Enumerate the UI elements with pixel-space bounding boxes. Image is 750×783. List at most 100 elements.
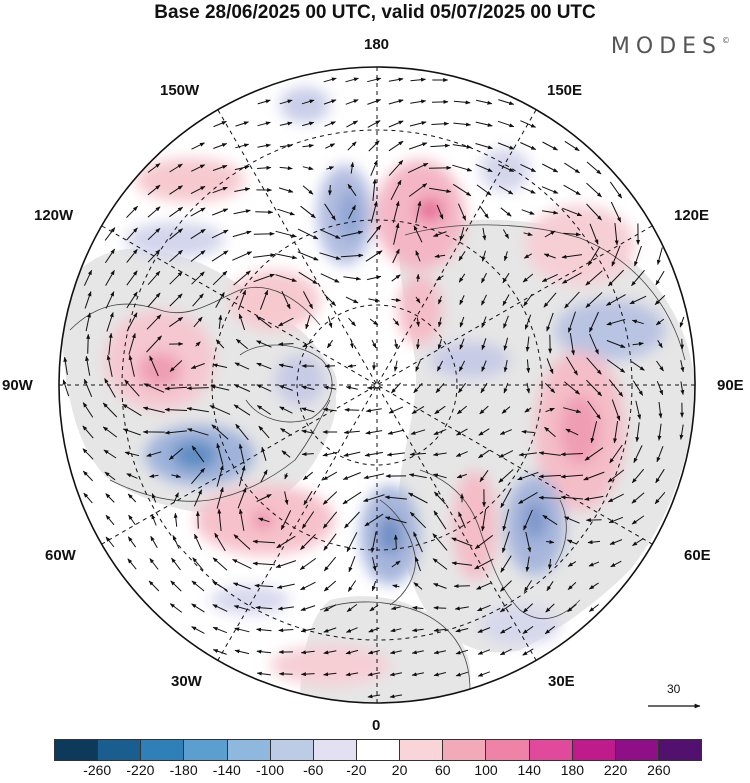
wind-vector xyxy=(148,580,160,592)
wind-vector xyxy=(279,166,293,171)
wind-vector xyxy=(348,556,356,573)
wind-vector xyxy=(388,160,404,176)
wind-vector xyxy=(191,603,205,613)
wind-vector xyxy=(437,317,442,328)
wind-vector xyxy=(502,272,510,284)
wind-vector xyxy=(656,446,664,463)
wind-vector xyxy=(367,99,382,105)
wind-vector xyxy=(411,405,425,415)
wind-vector xyxy=(503,360,508,373)
wind-vector xyxy=(327,316,333,329)
wind-vector xyxy=(217,508,222,531)
wind-vector xyxy=(169,293,183,307)
wind-vector xyxy=(477,604,491,612)
wind-vector xyxy=(216,442,224,465)
wind-vector xyxy=(279,143,293,148)
wind-vector xyxy=(415,250,421,262)
wind-vector xyxy=(610,560,622,568)
wind-vector xyxy=(63,356,68,375)
wind-vector xyxy=(436,204,444,220)
wind-vector xyxy=(546,581,554,592)
wind-vector xyxy=(480,382,488,394)
wind-vector xyxy=(394,339,398,350)
wind-vector xyxy=(481,272,487,284)
wind-vector xyxy=(323,580,337,592)
wind-vector xyxy=(126,227,138,241)
wind-vector xyxy=(191,445,205,463)
wind-vector xyxy=(392,584,400,589)
wind-vector xyxy=(631,515,645,525)
wind-vector xyxy=(631,319,644,325)
wind-vector xyxy=(410,99,427,104)
wind-vector xyxy=(389,650,402,655)
wind-vector xyxy=(85,355,91,376)
wind-vector xyxy=(391,560,401,568)
wind-vector xyxy=(342,472,361,480)
wind-vector xyxy=(234,649,250,655)
wind-vector xyxy=(388,406,404,414)
colorbar-ticks: -260 -220 -180 -140 -100 -60 -20 20 60 100 140 180 2… xyxy=(54,762,702,782)
wind-vector xyxy=(415,360,421,372)
wind-vector xyxy=(190,185,206,195)
wind-vector xyxy=(546,312,554,332)
wind-vector xyxy=(478,449,490,459)
wind-vector xyxy=(679,424,684,440)
wind-vector xyxy=(344,407,360,412)
wind-vector xyxy=(169,206,184,218)
wind-vector xyxy=(233,384,251,392)
wind-vector xyxy=(212,165,228,171)
wind-vector xyxy=(365,408,382,413)
wind-vector xyxy=(255,605,273,610)
wind-vector xyxy=(284,491,289,505)
wind-vector xyxy=(503,382,509,394)
wind-vector xyxy=(190,228,206,240)
graticule xyxy=(59,67,695,703)
wind-vector xyxy=(256,649,272,654)
wind-vector xyxy=(563,184,581,196)
wind-vector xyxy=(564,162,581,174)
wind-vector xyxy=(476,582,492,590)
wind-vector xyxy=(475,99,493,105)
wind-vector xyxy=(481,250,486,262)
wind-vector xyxy=(411,672,425,677)
wind-vector xyxy=(349,339,354,349)
wind-vector xyxy=(413,382,423,394)
wind-vector xyxy=(259,289,269,310)
wind-vector xyxy=(122,428,141,436)
wind-vector xyxy=(611,245,621,267)
wind-vector xyxy=(589,333,599,355)
wind-vector xyxy=(278,385,293,391)
wind-vector xyxy=(280,427,292,437)
wind-vector xyxy=(587,540,601,545)
wind-vector xyxy=(560,452,584,457)
wind-vector xyxy=(345,385,358,390)
wind-vector xyxy=(105,536,115,548)
wind-vector xyxy=(502,531,510,553)
wind-vector xyxy=(147,206,161,218)
wind-vector xyxy=(257,99,271,105)
wind-vector xyxy=(454,606,469,611)
wind-vector xyxy=(191,467,205,485)
wind-vector xyxy=(613,421,619,444)
wind-vector xyxy=(680,360,685,373)
wind-vector xyxy=(411,628,424,633)
colorbar-tick-label: -20 xyxy=(346,762,367,778)
wind-vector xyxy=(368,627,380,633)
colorbar-segment xyxy=(443,740,487,760)
wind-vector xyxy=(433,583,447,589)
wind-vector xyxy=(103,449,117,459)
wind-vector xyxy=(523,253,532,259)
wind-vector xyxy=(607,469,625,483)
wind-vector xyxy=(370,531,377,553)
wind-vector xyxy=(433,672,447,677)
wind-vector xyxy=(366,275,382,281)
wind-vector xyxy=(367,650,380,655)
wind-vector xyxy=(302,143,314,148)
wind-vector xyxy=(522,625,534,635)
wind-vector xyxy=(589,311,599,333)
wind-vector xyxy=(391,274,401,282)
wind-vector xyxy=(347,580,357,592)
wind-vector xyxy=(502,229,510,239)
wind-vector xyxy=(433,605,447,610)
colorbar-tick-label: -60 xyxy=(303,762,324,778)
